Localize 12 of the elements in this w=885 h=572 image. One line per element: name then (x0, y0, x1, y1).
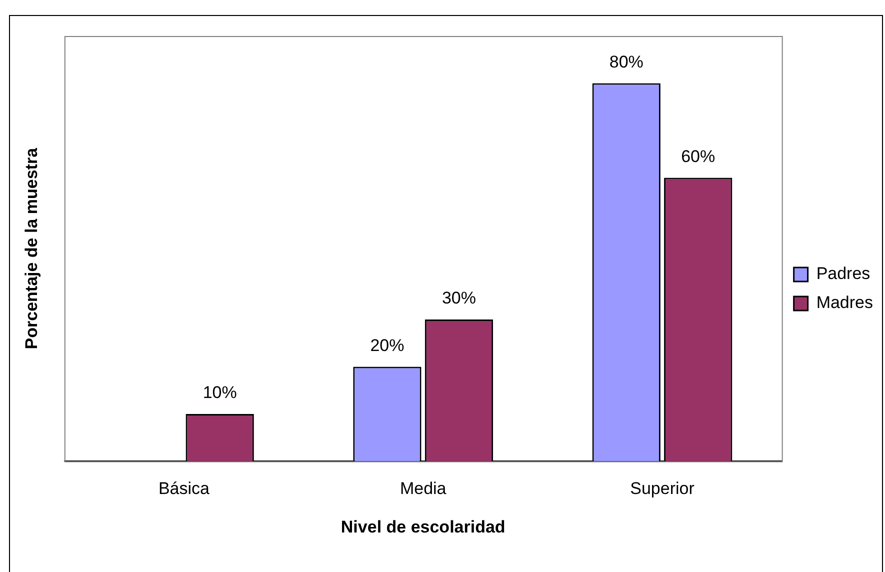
legend-label: Padres (816, 264, 870, 284)
data-label: 30% (442, 288, 476, 308)
x-tick-label: Básica (158, 479, 210, 498)
data-label: 10% (202, 383, 237, 402)
x-tick-label: Media (400, 479, 447, 498)
y-axis-title: Porcentaje de la muestra (22, 147, 41, 350)
data-label: 60% (681, 146, 716, 166)
x-axis-title: Nivel de escolaridad (340, 517, 506, 536)
data-label: 20% (370, 336, 404, 355)
x-tick-label: Superior (630, 479, 695, 498)
data-label: 80% (609, 52, 644, 72)
legend-label: Madres (816, 293, 873, 312)
